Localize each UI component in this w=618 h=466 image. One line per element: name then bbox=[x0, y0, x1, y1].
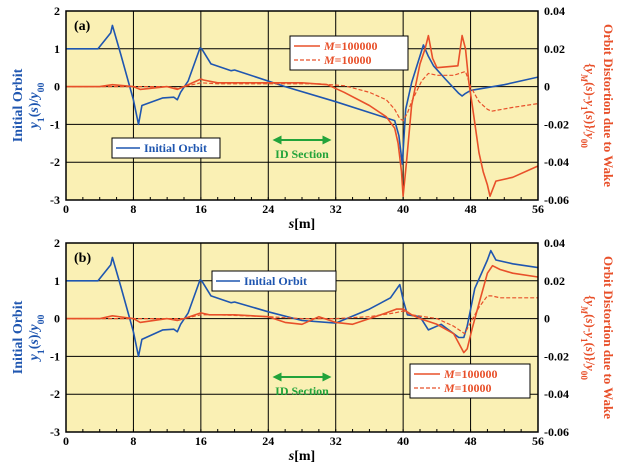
x-axis-label: s[m] bbox=[288, 217, 315, 232]
x-tick-label: 40 bbox=[397, 434, 409, 448]
id-section-arrow-head-right bbox=[322, 135, 332, 145]
series-m100000 bbox=[66, 264, 538, 354]
x-tick-label: 0 bbox=[63, 202, 69, 216]
legend-initial-box bbox=[211, 270, 337, 292]
y-right-axis-title: Orbit Distortion due to Wake bbox=[601, 256, 616, 419]
y-right-tick-label: -0.04 bbox=[544, 387, 569, 401]
legend-initial-label: Initial Orbit bbox=[144, 141, 207, 155]
y-right-tick-label: 0 bbox=[544, 80, 550, 94]
x-tick-label: 48 bbox=[465, 202, 477, 216]
y-left-axis-formula: y1(s)/y00 bbox=[27, 314, 47, 362]
y-left-tick-label: 2 bbox=[54, 4, 60, 18]
series-m10000 bbox=[66, 70, 538, 122]
y-left-axis-formula: y1(s)/y00 bbox=[27, 82, 47, 130]
plot-frame bbox=[65, 242, 539, 433]
series-m10000 bbox=[66, 295, 538, 335]
x-tick-label: 40 bbox=[397, 202, 409, 216]
x-tick-label: 0 bbox=[63, 434, 69, 448]
y-right-axis-formula: {yM(s)-y1(s)}/y00 bbox=[579, 63, 598, 148]
y-right-tick-label: -0.02 bbox=[544, 349, 569, 363]
y-right-tick-label: 0 bbox=[544, 312, 550, 326]
x-tick-label: 8 bbox=[130, 434, 136, 448]
y-left-tick-label: 0 bbox=[54, 80, 60, 94]
y-right-tick-label: 0.04 bbox=[544, 236, 565, 250]
y-left-tick-label: -2 bbox=[50, 155, 60, 169]
legend-m100000-label: M=100000 bbox=[323, 39, 378, 53]
y-left-tick-label: -2 bbox=[50, 387, 60, 401]
y-right-tick-label: 0.04 bbox=[544, 4, 565, 18]
id-section-arrow-head-left bbox=[272, 372, 282, 382]
x-tick-label: 8 bbox=[130, 202, 136, 216]
panel-b: 0 8 16 24 32 40 48 56 -3 -2 -1 0 1 2 -0.06 -0.04 -0.02 0 0… bbox=[11, 236, 616, 464]
x-tick-label: 24 bbox=[262, 434, 274, 448]
legend-initial-box bbox=[111, 137, 221, 159]
legend-m10000-label: M=10000 bbox=[443, 381, 492, 395]
y-left-tick-label: 0 bbox=[54, 312, 60, 326]
y-left-tick-label: -1 bbox=[50, 349, 60, 363]
y-right-axis-formula: {yM(s)-y1(s)}/y00 bbox=[579, 295, 598, 380]
x-tick-label: 48 bbox=[465, 434, 477, 448]
y-right-tick-label: -0.04 bbox=[544, 155, 569, 169]
legend-initial-label: Initial Orbit bbox=[244, 274, 307, 288]
x-tick-label: 24 bbox=[262, 202, 274, 216]
y-right-tick-label: -0.06 bbox=[544, 425, 569, 439]
y-left-tick-label: -1 bbox=[50, 117, 60, 131]
y-right-tick-label: 0.02 bbox=[544, 42, 565, 56]
id-section-arrow-head-left bbox=[272, 135, 282, 145]
y-left-axis-title: Initial Orbit bbox=[11, 300, 26, 374]
series-initial-orbit bbox=[66, 249, 538, 358]
plot-frame bbox=[65, 10, 539, 201]
panel-label: (b) bbox=[74, 251, 91, 266]
panel-a: 0 8 16 24 32 40 48 56 -3 -2 -1 0 1 2 -0.06 -0.04 -0.02 0 0… bbox=[11, 4, 616, 232]
y-left-tick-label: 2 bbox=[54, 236, 60, 250]
x-tick-label: 56 bbox=[532, 202, 544, 216]
legend-m10000-label: M=10000 bbox=[323, 53, 372, 67]
y-left-axis-title: Initial Orbit bbox=[11, 68, 26, 142]
x-axis-label: s[m] bbox=[288, 449, 315, 464]
x-tick-label: 16 bbox=[195, 202, 207, 216]
y-left-tick-label: 1 bbox=[54, 42, 60, 56]
y-right-axis-title: Orbit Distortion due to Wake bbox=[601, 24, 616, 187]
y-right-tick-label: 0.02 bbox=[544, 274, 565, 288]
id-section-label: ID Section bbox=[275, 384, 329, 398]
y-right-tick-label: -0.02 bbox=[544, 117, 569, 131]
id-section-label: ID Section bbox=[275, 147, 329, 161]
y-left-tick-label: -3 bbox=[50, 425, 60, 439]
x-tick-label: 56 bbox=[532, 434, 544, 448]
id-section-arrow-head-right bbox=[322, 372, 332, 382]
y-left-tick-label: -3 bbox=[50, 193, 60, 207]
legend-wake-box bbox=[289, 35, 409, 71]
series-initial-orbit bbox=[66, 24, 538, 165]
legend-wake-box bbox=[409, 363, 531, 399]
panel-label: (a) bbox=[74, 19, 91, 34]
legend-m100000-label: M=100000 bbox=[443, 367, 498, 381]
y-right-tick-label: -0.06 bbox=[544, 193, 569, 207]
x-tick-label: 16 bbox=[195, 434, 207, 448]
x-tick-label: 32 bbox=[330, 434, 342, 448]
x-tick-label: 32 bbox=[330, 202, 342, 216]
y-left-tick-label: 1 bbox=[54, 274, 60, 288]
